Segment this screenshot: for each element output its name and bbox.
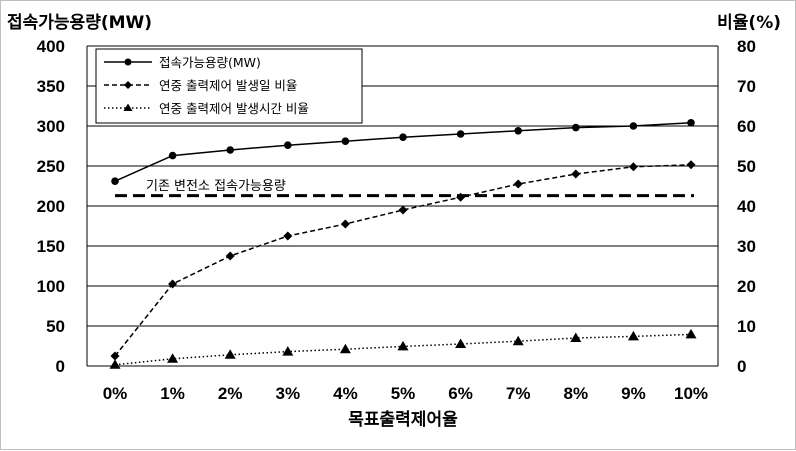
y-right-tick-label: 20	[737, 277, 756, 296]
data-point-hours	[512, 335, 524, 346]
data-point-days	[513, 179, 523, 189]
tick-labels: 4003503002502001501005008070605040302010…	[37, 37, 756, 403]
legend-label-days: 연중 출력제어 발생일 비율	[159, 78, 297, 93]
x-tick-label: 8%	[564, 384, 589, 403]
data-point-capacity	[168, 151, 177, 160]
series-markers	[109, 119, 697, 369]
data-point-days	[398, 205, 408, 215]
data-point-days	[340, 219, 350, 229]
y-right-tick-label: 40	[737, 197, 756, 216]
data-point-capacity	[514, 127, 522, 135]
data-point-capacity	[399, 133, 407, 141]
y-left-tick-label: 100	[37, 277, 65, 296]
data-point-hours	[455, 338, 467, 348]
y-left-tick-label: 250	[37, 157, 65, 176]
x-tick-label: 10%	[674, 384, 708, 403]
reference-line-label: 기존 변전소 접속가능용량	[146, 179, 286, 194]
data-point-capacity	[629, 122, 638, 130]
y-left-tick-label: 200	[37, 197, 65, 216]
data-point-hours	[339, 343, 351, 354]
x-tick-label: 1%	[160, 384, 185, 403]
x-tick-label: 6%	[448, 384, 473, 403]
legend-label-hours: 연중 출력제어 발생시간 비율	[159, 101, 309, 116]
data-point-days	[110, 351, 120, 361]
y-left-tick-label: 350	[37, 77, 65, 96]
data-point-hours	[224, 349, 236, 359]
y-left-tick-label: 150	[37, 237, 65, 256]
y-right-tick-label: 80	[737, 37, 756, 56]
data-point-capacity	[456, 130, 465, 138]
y-left-tick-label: 0	[56, 357, 65, 376]
data-point-hours	[109, 359, 121, 369]
data-point-capacity	[572, 123, 580, 132]
data-point-days	[225, 251, 235, 261]
data-point-hours	[167, 353, 179, 363]
y-right-tick-label: 0	[737, 357, 746, 376]
data-point-days	[456, 192, 466, 202]
y-right-tick-label: 30	[737, 237, 756, 256]
data-point-capacity	[284, 141, 292, 149]
data-point-hours	[397, 340, 409, 351]
x-tick-label: 5%	[391, 384, 416, 403]
y-left-tick-label: 50	[46, 317, 65, 336]
y-left-tick-label: 400	[37, 37, 65, 56]
x-tick-label: 7%	[506, 384, 531, 403]
data-point-capacity	[341, 137, 350, 145]
data-point-days	[168, 279, 178, 289]
x-axis-title: 목표출력제어율	[348, 410, 458, 430]
series-line-1	[114, 164, 692, 357]
y-left-tick-label: 300	[37, 117, 65, 136]
data-point-days	[628, 162, 638, 172]
legend: 접속가능용량(MW) 연중 출력제어 발생일 비율 연중 출력제어 발생시간 비…	[95, 48, 363, 124]
data-point-capacity	[687, 119, 695, 127]
y-right-tick-label: 60	[737, 117, 756, 136]
x-tick-label: 3%	[276, 384, 301, 403]
data-point-hours	[685, 328, 697, 339]
y-right-tick-label: 10	[737, 317, 756, 336]
data-point-capacity	[226, 146, 234, 154]
y-right-axis-title: 비율(%)	[717, 13, 781, 33]
series-lines	[114, 122, 694, 366]
x-tick-label: 0%	[103, 384, 128, 403]
x-tick-label: 9%	[621, 384, 646, 403]
data-point-hours	[627, 330, 639, 341]
x-tick-label: 4%	[333, 384, 358, 403]
legend-marker-days	[124, 81, 132, 89]
legend-label-capacity: 접속가능용량(MW)	[159, 55, 261, 70]
legend-marker-hours	[123, 103, 133, 111]
legend-marker-capacity	[124, 58, 132, 66]
y-left-axis-title: 접속가능용량(MW)	[7, 13, 152, 33]
data-point-hours	[282, 346, 294, 356]
y-right-tick-label: 50	[737, 157, 756, 176]
data-point-days	[571, 169, 581, 179]
data-point-days	[283, 231, 293, 241]
data-point-hours	[570, 332, 582, 342]
series-line-0	[114, 122, 692, 182]
data-point-days	[686, 160, 696, 170]
x-tick-label: 2%	[218, 384, 243, 403]
y-right-tick-label: 70	[737, 77, 756, 96]
data-point-capacity	[111, 177, 119, 185]
